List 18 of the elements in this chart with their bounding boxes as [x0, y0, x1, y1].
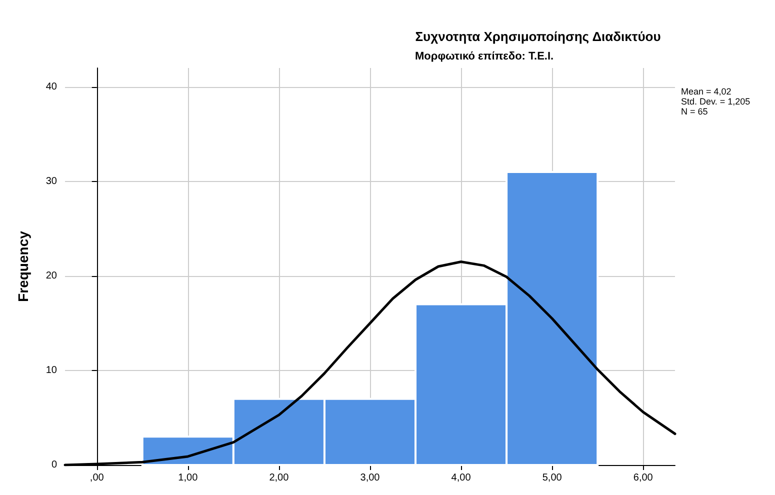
- text: Std. Dev. = 1,205: [681, 96, 750, 106]
- x-tick-label: 6,00: [633, 472, 654, 484]
- x-tick-label: 3,00: [360, 472, 380, 484]
- y-tick-label: 40: [46, 81, 58, 92]
- chart-subtitle: Μορφωτικό επίπεδο: Τ.Ε.Ι.: [415, 50, 554, 62]
- y-tick-label: 20: [46, 270, 58, 282]
- x-tick-label: 1,00: [178, 472, 198, 484]
- y-tick-label: 0: [51, 460, 58, 470]
- chart-title: Συχνοτητα Χρησιμοποίησης Διαδικτύου: [415, 29, 662, 44]
- x-tick-label: ,00: [90, 472, 104, 484]
- x-tick-label: 4,00: [451, 472, 472, 484]
- x-tick-label: 2,00: [269, 472, 290, 484]
- text: N = 65: [681, 106, 708, 116]
- text: Mean = 4,02: [681, 86, 732, 96]
- y-axis-title: Frequency: [15, 230, 31, 302]
- y-tick-label: 10: [46, 364, 58, 376]
- y-tick-label: 30: [46, 176, 58, 187]
- x-tick-label: 5,00: [542, 472, 562, 484]
